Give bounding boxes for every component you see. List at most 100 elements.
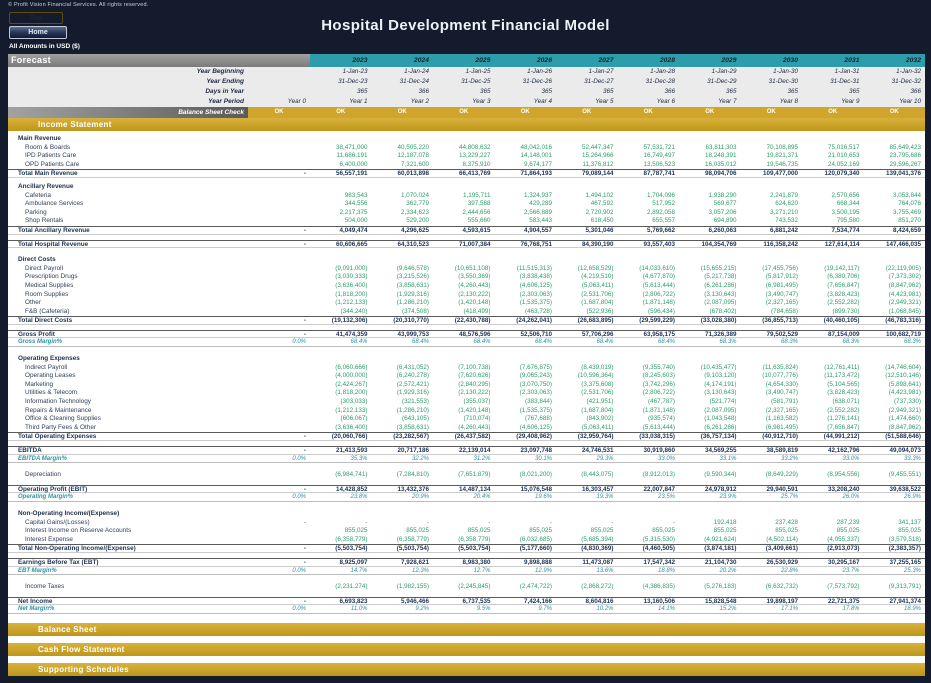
cell[interactable]: 1-Jan-26 xyxy=(527,68,552,75)
cell[interactable]: (418,499) xyxy=(463,307,491,315)
cell[interactable]: 22.8% xyxy=(780,567,798,574)
cell[interactable]: (2,327,165) xyxy=(765,406,798,414)
section-bar-balance-sheet[interactable]: Balance Sheet xyxy=(8,622,925,636)
cell[interactable]: (6,981,495) xyxy=(765,423,798,431)
cell[interactable] xyxy=(248,583,310,592)
cell[interactable]: 855,025 xyxy=(713,527,737,535)
cell[interactable]: 7,321,600 xyxy=(400,160,429,168)
cell[interactable]: 365 xyxy=(787,88,798,95)
row-label[interactable]: Total Non-Operating Income/(Expense) xyxy=(18,545,136,553)
cell[interactable]: 9.5% xyxy=(476,606,491,613)
cell[interactable]: (23,282,567) xyxy=(393,433,429,441)
cell[interactable]: 8,375,910 xyxy=(462,160,491,168)
cell[interactable]: (19,142,117) xyxy=(824,264,860,272)
cell[interactable]: (8,912,013) xyxy=(642,471,675,479)
cell[interactable]: 517,952 xyxy=(652,200,675,208)
cell[interactable] xyxy=(248,291,310,300)
cell[interactable]: 31.2% xyxy=(473,455,491,462)
cell[interactable]: (467,787) xyxy=(648,398,675,406)
cell[interactable]: (6,060,666) xyxy=(335,363,368,371)
cell[interactable]: (8,439,019) xyxy=(581,363,614,371)
cell[interactable]: (3,070,750) xyxy=(519,380,552,388)
cell[interactable]: (3,742,296) xyxy=(642,380,675,388)
cell[interactable]: (3,030,333) xyxy=(335,273,368,281)
cell[interactable]: (2,245,845) xyxy=(458,583,491,591)
cell[interactable]: (1,687,804) xyxy=(581,299,614,307)
cell[interactable]: (606,067) xyxy=(340,415,368,423)
cell[interactable]: 57,531,721 xyxy=(643,143,675,151)
cell[interactable]: (1,871,148) xyxy=(642,406,675,414)
check-status-cell[interactable]: OK xyxy=(679,107,741,118)
cell[interactable]: (6,261,286) xyxy=(704,281,737,289)
section-bar-cash-flow[interactable]: Cash Flow Statement xyxy=(8,642,925,656)
cell[interactable]: (6,240,278) xyxy=(396,372,429,380)
cell[interactable]: (3,490,747) xyxy=(765,290,798,298)
cell[interactable]: (2,087,095) xyxy=(704,299,737,307)
cell[interactable]: (40,912,710) xyxy=(762,433,798,441)
cell[interactable]: 24,052,169 xyxy=(827,160,860,168)
row-label[interactable]: Earnings Before Tax (EBT) xyxy=(18,558,99,566)
year-column-header[interactable]: 2031 xyxy=(844,57,860,64)
cell[interactable]: 22,139,014 xyxy=(458,447,491,454)
cell[interactable]: 11,376,812 xyxy=(582,160,614,168)
cell[interactable]: 1,494,102 xyxy=(585,191,614,199)
cell[interactable]: (1,929,316) xyxy=(396,389,429,397)
cell[interactable]: 31-Dec-29 xyxy=(707,78,737,85)
cell[interactable]: (2,913,073) xyxy=(827,545,860,553)
cell[interactable]: - xyxy=(488,518,491,526)
cell[interactable]: 16,749,497 xyxy=(643,152,675,160)
cell[interactable]: 60,013,898 xyxy=(397,170,429,178)
cell[interactable]: (2,424,267) xyxy=(335,380,368,388)
cell[interactable]: (710,074) xyxy=(463,415,491,423)
cell[interactable]: 2,241,879 xyxy=(769,191,798,199)
row-label[interactable]: Income Taxes xyxy=(25,583,65,591)
cell[interactable]: 19.6% xyxy=(534,494,552,501)
cell[interactable]: (463,728) xyxy=(525,307,552,315)
cell[interactable]: 764,076 xyxy=(898,200,921,208)
row-label[interactable]: Utilities & Telecom xyxy=(25,389,78,397)
cell[interactable]: (4,055,337) xyxy=(827,535,860,543)
cell[interactable]: 655,557 xyxy=(652,217,675,225)
row-label[interactable]: EBITDA xyxy=(18,447,42,454)
cell[interactable]: (2,949,321) xyxy=(888,406,921,414)
cell[interactable] xyxy=(248,308,310,317)
cell[interactable]: (2,806,722) xyxy=(642,290,675,298)
cell[interactable]: (2,552,282) xyxy=(827,299,860,307)
check-status-cell[interactable]: OK xyxy=(494,107,556,118)
cell[interactable]: 11.0% xyxy=(350,606,368,613)
cell[interactable]: (643,105) xyxy=(402,415,429,423)
cell[interactable]: 1-Jan-29 xyxy=(711,68,737,75)
cell[interactable]: Year 8 xyxy=(779,98,798,105)
cell[interactable]: 31-Dec-27 xyxy=(584,78,614,85)
cell[interactable]: (6,032,685) xyxy=(519,535,552,543)
cell[interactable]: (9,103,120) xyxy=(704,372,737,380)
cell[interactable]: (4,423,981) xyxy=(888,290,921,298)
cell[interactable]: 2,720,902 xyxy=(585,208,614,216)
cell[interactable]: 6,881,242 xyxy=(769,226,798,234)
cell[interactable]: 64,310,523 xyxy=(397,240,429,248)
cell[interactable]: 48,576,596 xyxy=(458,330,491,338)
cell[interactable]: Year 6 xyxy=(656,98,675,105)
cell[interactable]: (2,474,722) xyxy=(519,583,552,591)
cell[interactable]: 85,649,423 xyxy=(889,143,921,151)
cell[interactable]: 618,450 xyxy=(590,217,614,225)
cell[interactable]: (4,260,443) xyxy=(458,281,491,289)
cell[interactable]: Year 3 xyxy=(472,98,491,105)
cell[interactable]: 397,588 xyxy=(467,200,491,208)
cell[interactable]: 362,779 xyxy=(406,200,429,208)
cell[interactable]: (6,358,779) xyxy=(396,535,429,543)
row-label[interactable]: Total Operating Expenses xyxy=(18,433,97,441)
cell[interactable]: (3,828,423) xyxy=(827,290,860,298)
cell[interactable]: 2,334,623 xyxy=(400,208,429,216)
cell[interactable]: 25.7% xyxy=(780,494,798,501)
cell[interactable]: 855,025 xyxy=(344,527,368,535)
row-label[interactable]: Total Direct Costs xyxy=(18,317,73,325)
cell[interactable]: 855,025 xyxy=(406,527,429,535)
cell[interactable]: 13,506,523 xyxy=(643,160,675,168)
cell[interactable]: Year 2 xyxy=(410,98,429,105)
cell[interactable]: 237,428 xyxy=(775,518,798,526)
cell[interactable]: 42,162,796 xyxy=(827,447,860,454)
cell[interactable] xyxy=(248,265,310,274)
cell[interactable]: 855,025 xyxy=(467,527,491,535)
row-label[interactable]: Repairs & Maintenance xyxy=(25,406,92,414)
